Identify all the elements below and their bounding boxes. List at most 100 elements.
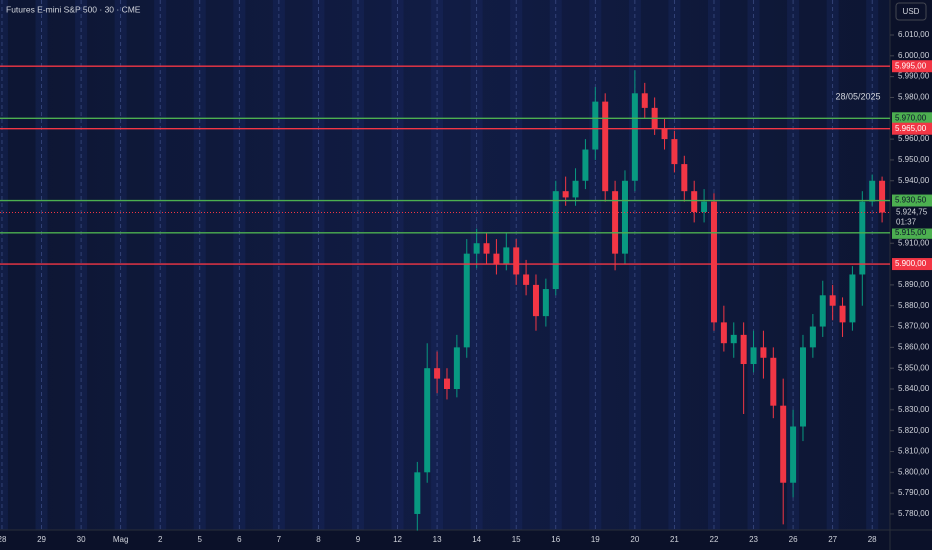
x-tick-label: 27 bbox=[828, 535, 837, 544]
currency-button[interactable] bbox=[895, 2, 927, 21]
x-tick-label: 15 bbox=[512, 535, 521, 544]
candle-body bbox=[631, 93, 638, 181]
candle-body bbox=[839, 305, 846, 323]
candle-body bbox=[710, 201, 717, 323]
candle-body bbox=[552, 191, 559, 290]
y-tick-label: 5.780,00 bbox=[898, 509, 930, 518]
candle-body bbox=[424, 368, 431, 473]
level-label: 5.965,00 bbox=[895, 124, 927, 133]
day-band bbox=[312, 0, 325, 530]
level-label: 5.970,00 bbox=[895, 113, 927, 122]
candle-body bbox=[513, 247, 520, 275]
plot-background bbox=[0, 0, 890, 530]
candle-body bbox=[453, 347, 460, 390]
x-tick-label: 29 bbox=[37, 535, 46, 544]
time-axis bbox=[0, 530, 890, 550]
x-tick-label: 14 bbox=[472, 535, 481, 544]
y-tick-label: 5.860,00 bbox=[898, 342, 930, 351]
day-band bbox=[826, 0, 839, 530]
candle-body bbox=[621, 180, 628, 254]
x-tick-label: 28 bbox=[0, 535, 7, 544]
day-band bbox=[787, 0, 800, 530]
y-tick-label: 5.790,00 bbox=[898, 488, 930, 497]
candle-body bbox=[730, 334, 737, 344]
candle-body bbox=[641, 93, 648, 108]
x-tick-label: 26 bbox=[789, 535, 798, 544]
candle-body bbox=[770, 357, 777, 406]
date-annotation: 28/05/2025 bbox=[835, 91, 880, 101]
candle-body bbox=[443, 378, 450, 390]
candle-body bbox=[572, 180, 579, 198]
y-tick-label: 5.810,00 bbox=[898, 447, 930, 456]
candle-body bbox=[829, 295, 836, 306]
candle-body bbox=[503, 247, 510, 265]
day-band bbox=[272, 0, 285, 530]
candle-body bbox=[720, 322, 727, 344]
y-tick-label: 5.980,00 bbox=[898, 93, 930, 102]
x-tick-label: 8 bbox=[316, 535, 321, 544]
day-band bbox=[193, 0, 206, 530]
day-band bbox=[75, 0, 88, 530]
candle-body bbox=[750, 347, 757, 365]
y-tick-label: 5.820,00 bbox=[898, 426, 930, 435]
candle-body bbox=[819, 295, 826, 327]
x-tick-label: 5 bbox=[198, 535, 203, 544]
candle-body bbox=[661, 128, 668, 140]
price-axis bbox=[890, 0, 932, 550]
candle-body bbox=[592, 101, 599, 150]
x-tick-label: 16 bbox=[551, 535, 560, 544]
x-tick-label: 2 bbox=[158, 535, 163, 544]
x-tick-label: Mag bbox=[113, 535, 129, 544]
candle-body bbox=[790, 426, 797, 483]
y-tick-label: 5.850,00 bbox=[898, 363, 930, 372]
level-label: 5.915,00 bbox=[895, 228, 927, 237]
candle-body bbox=[879, 180, 886, 213]
candle-body bbox=[859, 201, 866, 275]
day-band bbox=[233, 0, 246, 530]
countdown: 01:37 bbox=[896, 218, 917, 227]
day-band bbox=[747, 0, 760, 530]
candle-body bbox=[532, 284, 539, 317]
x-tick-label: 12 bbox=[393, 535, 402, 544]
candle-body bbox=[849, 274, 856, 323]
x-tick-label: 23 bbox=[749, 535, 758, 544]
day-band bbox=[114, 0, 127, 530]
y-tick-label: 5.910,00 bbox=[898, 238, 930, 247]
candle-body bbox=[414, 472, 421, 514]
day-band bbox=[35, 0, 48, 530]
y-tick-label: 5.840,00 bbox=[898, 384, 930, 393]
level-label-bg bbox=[892, 258, 932, 271]
day-band bbox=[154, 0, 167, 530]
day-band bbox=[668, 0, 681, 530]
level-label: 5.995,00 bbox=[895, 61, 927, 70]
y-tick-label: 5.830,00 bbox=[898, 405, 930, 414]
y-tick-label: 5.890,00 bbox=[898, 280, 930, 289]
level-label-bg bbox=[892, 112, 932, 125]
candle-body bbox=[523, 274, 530, 285]
candle-body bbox=[740, 334, 747, 365]
x-tick-label: 22 bbox=[710, 535, 719, 544]
last-price-bg bbox=[892, 206, 932, 229]
candle-body bbox=[493, 253, 500, 265]
level-label-bg bbox=[892, 226, 932, 239]
level-label: 5.900,00 bbox=[895, 259, 927, 268]
candle-body bbox=[671, 139, 678, 165]
last-price-label: 5.924,75 bbox=[896, 208, 928, 217]
y-tick-label: 5.880,00 bbox=[898, 301, 930, 310]
level-label-bg bbox=[892, 60, 932, 73]
candle-body bbox=[542, 289, 549, 317]
x-tick-label: 21 bbox=[670, 535, 679, 544]
candle-body bbox=[612, 191, 619, 254]
candle-body bbox=[869, 180, 876, 202]
level-label: 5.930,50 bbox=[895, 196, 927, 205]
day-band bbox=[391, 0, 404, 530]
currency-label[interactable]: USD bbox=[903, 7, 920, 16]
x-tick-label: 20 bbox=[630, 535, 639, 544]
candle-body bbox=[760, 347, 767, 358]
x-tick-label: 6 bbox=[237, 535, 242, 544]
candle-body bbox=[780, 405, 787, 483]
day-band bbox=[866, 0, 879, 530]
y-tick-label: 5.870,00 bbox=[898, 322, 930, 331]
candle-body bbox=[434, 368, 441, 379]
